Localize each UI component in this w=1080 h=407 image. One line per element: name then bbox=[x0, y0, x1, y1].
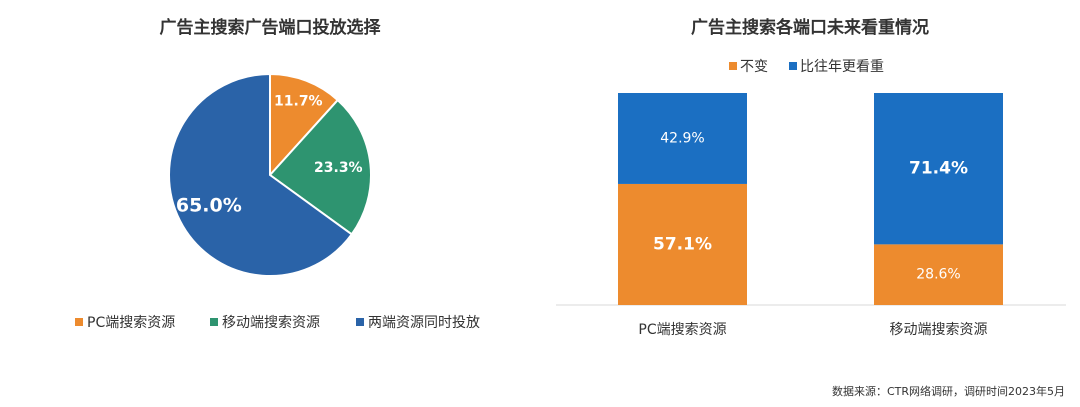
x-tick-label: PC端搜索资源 bbox=[638, 321, 726, 338]
pie-slice bbox=[268, 98, 372, 236]
slice-label: 11.7% bbox=[274, 93, 323, 109]
pie-slice bbox=[168, 72, 354, 277]
bar-segment bbox=[874, 93, 1003, 245]
bar-label: 57.1% bbox=[653, 234, 712, 254]
pie-title: 广告主搜索广告端口投放选择 bbox=[160, 17, 382, 38]
source-note: 数据来源：CTR网络调研，调研时间2023年5月 bbox=[832, 384, 1065, 398]
legend-label: PC端搜索资源 bbox=[87, 314, 175, 331]
legend-label: 移动端搜索资源 bbox=[222, 314, 320, 331]
legend-swatch bbox=[729, 62, 737, 70]
pie-slice bbox=[269, 72, 340, 178]
bar-label: 42.9% bbox=[660, 130, 704, 146]
legend-swatch bbox=[75, 318, 83, 326]
bar-label: 28.6% bbox=[916, 267, 960, 283]
slice-label: 23.3% bbox=[314, 160, 363, 176]
legend-label: 比往年更看重 bbox=[800, 59, 884, 75]
bar-label: 71.4% bbox=[909, 159, 968, 179]
legend-swatch bbox=[210, 318, 218, 326]
legend-swatch bbox=[356, 318, 364, 326]
legend-label: 两端资源同时投放 bbox=[368, 315, 480, 331]
slice-label: 65.0% bbox=[176, 195, 242, 217]
x-tick-label: 移动端搜索资源 bbox=[890, 321, 988, 338]
bar-segment bbox=[618, 183, 747, 305]
legend-swatch bbox=[789, 62, 797, 70]
bar-segment bbox=[874, 244, 1003, 305]
bar-segment bbox=[618, 93, 747, 184]
bar-title: 广告主搜索各端口未来看重情况 bbox=[691, 17, 929, 38]
legend-label: 不变 bbox=[740, 59, 768, 75]
